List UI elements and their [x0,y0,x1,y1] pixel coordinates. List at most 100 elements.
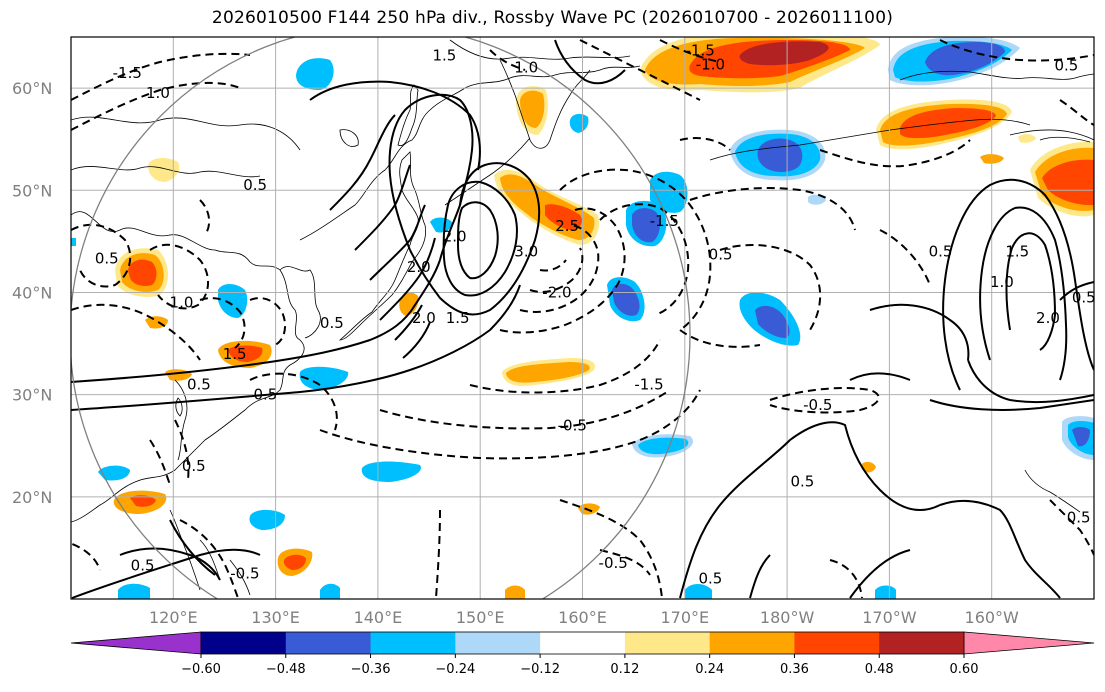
contour-label: 0.5 [320,314,344,332]
negative-contour [199,199,211,236]
negative-contour [1049,499,1094,556]
positive-contour [749,554,771,599]
positive-divergence-patch [862,461,876,473]
negative-contour [659,39,721,63]
positive-contour [409,162,541,316]
positive-divergence-patch [283,554,306,570]
contour-label: -1.5 [634,375,663,393]
china-coastline [174,379,188,461]
negative-contour [71,223,132,288]
contour-label: 0.5 [253,386,277,404]
colorbar-segment [624,632,711,654]
colorbar-frame [200,631,965,655]
contour-label: -1.5 [113,64,142,82]
positive-contour [442,180,518,297]
positive-divergence-patch [148,158,180,182]
contour-label: 1.0 [514,59,538,77]
colorbar-segment [879,632,965,654]
positive-divergence-patch [545,204,582,230]
lat-tick-label: 60°N [12,79,52,98]
positive-contour [929,399,1094,411]
positive-contour [402,321,431,359]
korea-coastline [279,266,321,339]
contour-label: 2.5 [555,217,579,235]
negative-contour [679,137,731,151]
lon-tick-label: 180°W [760,608,815,627]
mountain-border [71,166,261,178]
contour-label: 0.5 [1067,508,1091,526]
colorbar-segment [709,632,795,654]
colorbar-segment [201,632,287,654]
colorbar-tick-label: −0.36 [351,662,391,677]
negative-divergence-patch [249,509,285,530]
aleutian-islands [709,118,1031,161]
positive-divergence-patch [399,292,419,316]
positive-contour [849,372,911,381]
contour-label: 0.5 [1072,289,1096,307]
negative-divergence-patch [71,238,76,246]
contour-label: 0.5 [929,243,953,261]
negative-divergence-patch [925,42,1005,76]
negative-contour [249,372,338,431]
negative-divergence-patch [755,305,790,338]
negative-contour [939,39,1094,62]
colorbar-arrow-min [70,631,202,655]
negative-contour [829,559,863,599]
contour-label: -0.5 [230,564,259,582]
negative-divergence-patch [632,208,660,243]
negative-contour [149,439,171,486]
negative-contour [539,259,567,272]
negative-divergence-patch [612,283,640,316]
lon-tick-label: 120°E [149,608,198,627]
negative-divergence-patch [875,585,896,599]
lon-tick-label: 160°W [965,608,1020,627]
contour-label: -1.5 [686,41,715,59]
rossby-wave-contours [71,39,1094,599]
negative-contour [529,247,584,293]
island-coastline [1039,136,1091,143]
contour-label: 2.0 [412,309,436,327]
positive-contour [939,499,1061,599]
negative-contour [174,419,190,481]
negative-contour [599,549,651,576]
negative-divergence-patch [118,583,150,599]
positive-contour [354,164,411,251]
negative-contour [719,244,822,331]
positive-contour [119,547,221,581]
negative-contour [489,49,526,71]
colorbar-tick-label: −0.48 [266,662,306,677]
lat-tick-label: 50°N [12,181,52,200]
negative-contour [71,542,101,571]
colorbar-tick-label: 0.24 [695,662,724,677]
negative-contour [71,81,241,131]
positive-contour [869,303,1094,404]
contour-label: 0.5 [182,457,206,475]
contour-label: 1.5 [1005,243,1029,261]
lat-tick-label: 20°N [12,488,52,507]
colorbar-tick-label: 0.60 [950,662,979,677]
positive-divergence-patch [520,90,545,128]
positive-contour [329,114,396,211]
island-coastline [339,129,359,147]
positive-divergence-patch [1042,159,1094,206]
map-area: 1.5-1.51.01.0-1.5-1.0 0.50.50.51.02.03.02… [71,37,1096,599]
lon-tick-label: 150°E [456,608,505,627]
positive-contour [369,204,426,281]
negative-divergence-patch [650,171,688,213]
negative-contour [71,52,251,101]
negative-divergence-patch [320,583,340,599]
positive-contour [1059,281,1094,301]
contour-labels: 1.5-1.51.01.0-1.5-1.0 0.50.50.51.02.03.02… [95,41,1096,587]
positive-contour [309,80,481,171]
contour-label: 0.5 [1054,57,1078,75]
alaska-coastline [899,70,1094,141]
contour-label: -2.0 [542,283,571,301]
negative-contour [519,224,600,313]
lon-tick-label: 170°W [862,608,917,627]
positive-contour [71,259,441,383]
negative-divergence-patch [808,194,826,205]
negative-divergence-patch [1072,427,1090,447]
colorbar: −0.60 −0.48 −0.36 −0.24 −0.12 0.12 0.24 0.36 0.4… [70,631,1095,677]
contour-label: 0.5 [791,472,815,490]
